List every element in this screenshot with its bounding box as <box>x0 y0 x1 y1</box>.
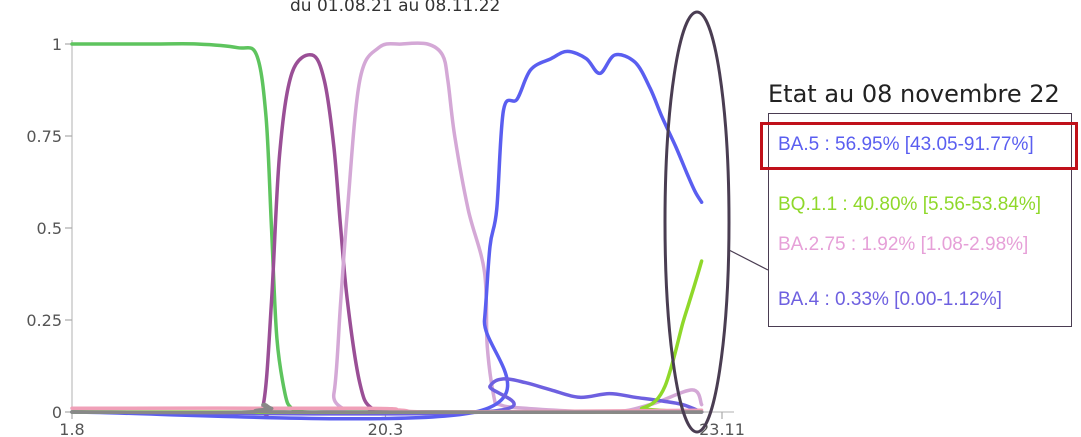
highlight-box <box>760 122 1078 170</box>
state-panel <box>768 113 1072 327</box>
x-tick-label: 20.3 <box>368 420 404 437</box>
x-tick-label: 1.8 <box>59 420 84 437</box>
connector-line <box>728 249 769 271</box>
highlight-ellipse <box>663 10 731 434</box>
state-panel-title: Etat au 08 novembre 22 <box>768 80 1060 108</box>
series-line-2 <box>70 41 704 416</box>
entry-ba4: BA.4 : 0.33% [0.00-1.12%] <box>778 289 1002 310</box>
x-tick-label: 23.11 <box>699 420 745 437</box>
y-tick-label: 0.75 <box>26 127 62 146</box>
y-tick-label: 0.5 <box>37 219 62 238</box>
series-line-7 <box>70 402 704 415</box>
entry-ba275: BA.2.75 : 1.92% [1.08-2.98%] <box>778 234 1029 255</box>
series-layer <box>70 41 704 421</box>
entry-ba5: BA.5 : 56.95% [43.05-91.77%] <box>778 134 1034 155</box>
y-tick-label: 0.25 <box>26 311 62 330</box>
y-tick-label: 1 <box>52 35 62 54</box>
y-tick-label: 0 <box>52 403 62 422</box>
chart-subtitle: du 01.08.21 au 08.11.22 <box>290 0 501 16</box>
axes: 0 0.25 0.5 0.75 1 1.8 20.3 23.11 <box>26 35 745 437</box>
entry-bq11: BQ.1.1 : 40.80% [5.56-53.84%] <box>778 194 1042 215</box>
series-line-1 <box>70 53 704 417</box>
series-line-3 <box>70 49 704 421</box>
series-line-0 <box>70 41 704 415</box>
series-line-5 <box>70 259 704 415</box>
